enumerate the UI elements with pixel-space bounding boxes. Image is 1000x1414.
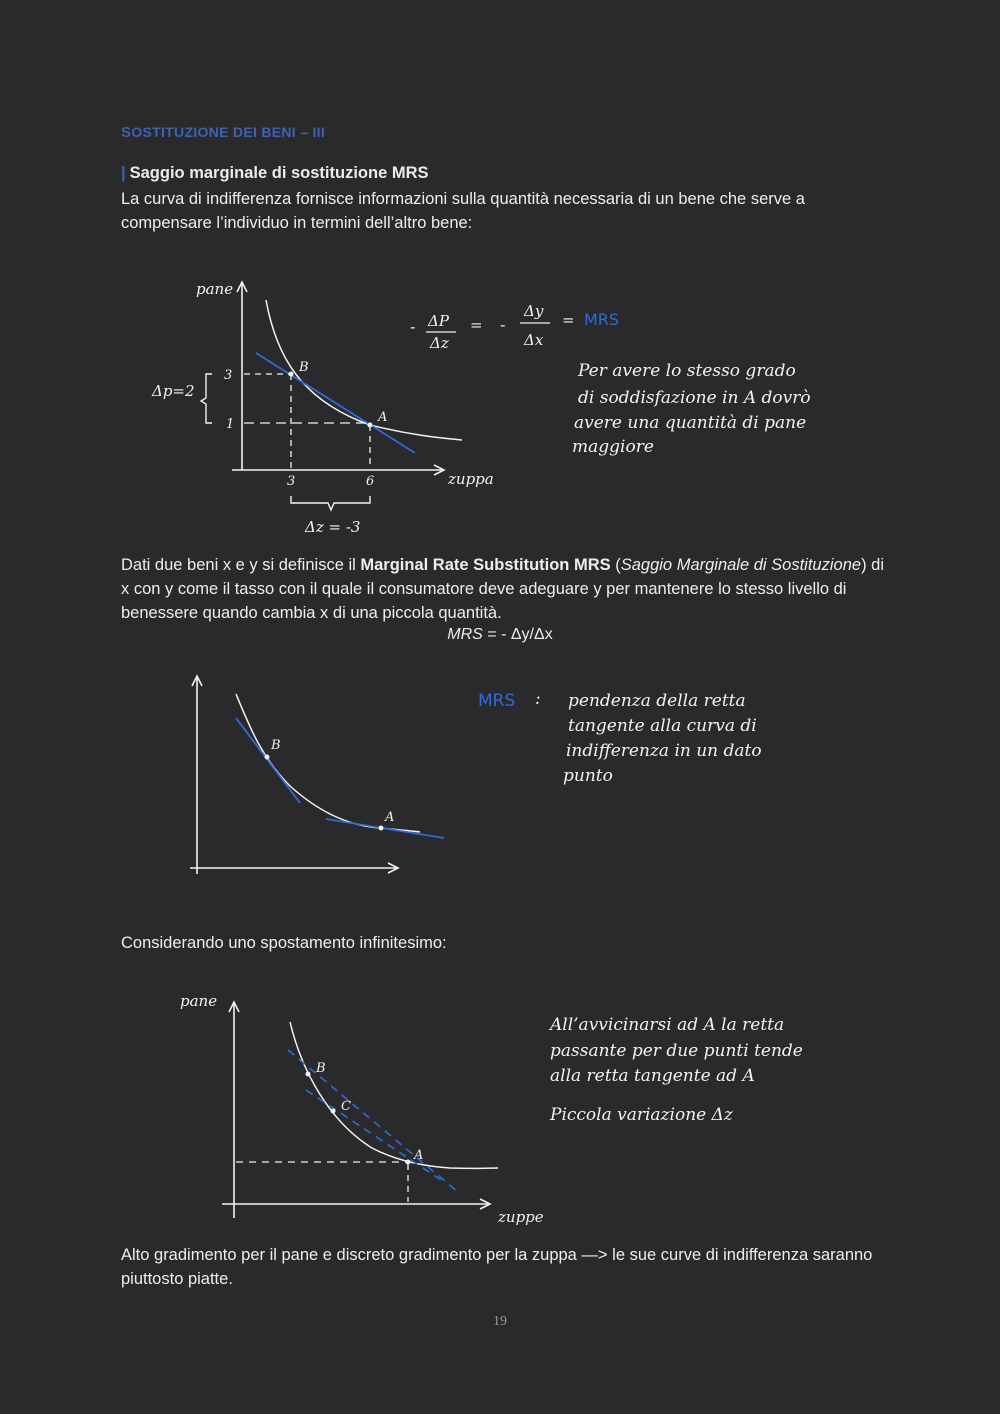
fig2-note-line-1: pendenza della retta [568,691,746,711]
fig1-y-axis-label: pane [196,280,233,298]
fig2-indifference-curve [235,693,421,833]
fig3-note-line-2: passante per due punti tende [550,1041,803,1061]
fig1-formula-dx: Δx [523,331,544,349]
fig1-point-a-dot [367,422,373,428]
section-title-suffix: – III [296,124,326,140]
fig3-indifference-curve [289,1021,499,1170]
fig1-indifference-curve [265,299,463,441]
definition-after: ) di x con y come il tasso con il quale … [121,556,884,622]
intro-paragraph: La curva di indifferenza fornisce inform… [121,190,805,232]
figure-2: B A MRS : pendenza della retta tangente … [190,674,762,874]
mrs-formula-rest: = - Δy/Δx [482,626,553,643]
fig1-note-line-2: di soddisfazione in A dovrò [578,388,811,408]
definition-paragraph: Dati due beni x e y si definisce il Marg… [121,553,891,625]
fig1-delta-z-bracket [290,496,371,512]
fig2-note-colon: : [535,689,541,709]
fig1-point-b-dot [288,371,294,377]
definition-before: Dati due beni x e y si definisce il [121,556,361,574]
infinitesimal-text: Considerando uno spostamento infinitesim… [121,934,447,952]
subheading: | Saggio marginale di sostituzione MRS [121,164,429,183]
fig2-point-b-dot [264,754,270,760]
mrs-formula: MRS = - Δy/Δx [0,626,1000,644]
fig2-tangent-a [325,818,445,839]
fig1-formula-eq-1: = [470,316,483,334]
fig1-y-tick-1: 1 [226,417,234,432]
fig2-x-arrow [387,862,400,874]
fig3-y-arrow [228,1000,240,1013]
fig1-y-arrow [236,280,248,293]
fig2-note-line-2: tangente alla curva di [568,716,757,736]
closing-paragraph: Alto gradimento per il pane e discreto g… [121,1246,873,1288]
fig1-x-axis-label: zuppa [447,470,494,488]
fig2-tangent-b [235,717,301,804]
fig3-point-b-dot [305,1071,311,1077]
fig2-note-line-4: punto [563,766,613,786]
fig1-note-line-1: Per avere lo stesso grado [577,361,796,381]
figure-1: pane zuppa 3 1 3 6 B A Δp=2 Δz = -3 - ΔP… [151,280,811,536]
fig1-formula-dz: Δz [429,334,449,352]
fig1-formula-mrs: MRS [584,310,619,329]
fig1-note-line-4: maggiore [572,437,654,457]
fig1-delta-p-label: Δp=2 [151,382,195,400]
fig1-point-a-label: A [377,410,387,425]
fig3-note-line-5: Piccola variazione Δz [549,1105,734,1125]
fig1-formula-dy: Δy [523,302,544,320]
fig1-formula-minus-2: - [500,315,505,334]
fig1-point-b-label: B [298,360,309,375]
fig3-secant-b [287,1049,459,1193]
fig3-point-b-label: B [315,1061,326,1076]
fig1-y-tick-3: 3 [224,368,232,383]
subheading-text: Saggio marginale di sostituzione MRS [129,164,429,182]
fig1-delta-z-label: Δz = -3 [304,518,360,536]
fig2-y-arrow [191,674,203,687]
definition-italic: Saggio Marginale di Sostituzione [620,556,862,574]
fig3-point-a-dot [405,1159,411,1165]
fig3-x-axis-label: zuppe [497,1208,544,1226]
definition-paren: ( [610,556,621,574]
fig1-formula-dp: ΔP [427,312,450,330]
page-number: 19 [493,1314,507,1329]
fig3-point-c-dot [330,1108,336,1114]
section-title-rest: OSTITUZIONE DEI BENI [131,124,296,140]
fig2-point-a-label: A [384,810,394,825]
fig3-note-line-3: alla retta tangente ad A [550,1066,755,1086]
section-title: SOSTITUZIONE DEI BENI – III [121,124,325,141]
fig1-x-arrow [433,464,446,476]
section-title-initial: S [121,124,132,141]
fig1-secant-line [255,352,416,454]
fig1-x-tick-3: 3 [287,474,295,489]
fig1-formula-minus-1: - [410,317,415,336]
fig2-note-label: MRS [478,691,515,711]
fig3-point-a-label: A [413,1148,423,1163]
mrs-formula-symbol: MRS [447,626,483,643]
fig1-note-line-3: avere una quantità di pane [574,413,806,433]
fig3-x-arrow [479,1198,492,1210]
subheading-bar: | [121,164,126,182]
fig2-note-line-3: indifferenza in un dato [566,741,762,761]
definition-bold: Marginal Rate Substitution MRS [360,556,611,574]
fig1-formula-eq-2: = [562,311,575,329]
figure-3: pane zuppe B C A All’avvicinarsi ad A la… [180,992,803,1226]
fig3-note-line-1: All’avvicinarsi ad A la retta [548,1015,784,1035]
fig3-point-c-label: C [341,1099,351,1114]
fig2-point-a-dot [378,825,384,831]
fig3-y-axis-label: pane [180,992,217,1010]
fig1-delta-p-bracket [199,373,212,424]
fig2-point-b-label: B [270,738,281,753]
fig1-x-tick-6: 6 [366,474,374,489]
